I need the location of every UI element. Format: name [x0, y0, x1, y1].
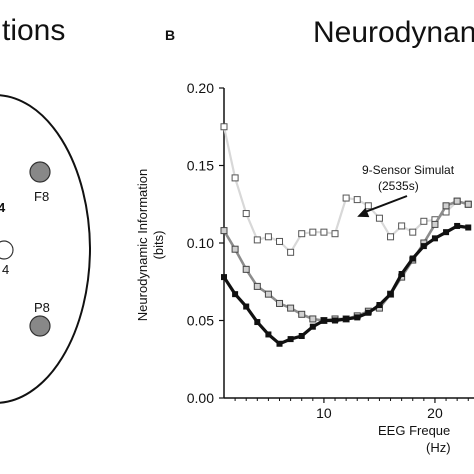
data-point	[242, 265, 250, 273]
data-point	[309, 323, 316, 330]
series-layer	[220, 123, 472, 347]
panel-a: tions 4 F8 4 P8	[0, 14, 92, 404]
data-point	[298, 310, 306, 318]
y-axis-label: Neurodynamic Information	[135, 169, 150, 321]
panel-b-letter: B	[165, 27, 175, 43]
data-point	[431, 220, 439, 228]
y-tick-label: 0.00	[187, 390, 214, 406]
data-point	[243, 303, 250, 310]
data-point	[376, 302, 383, 308]
data-point	[320, 317, 327, 324]
data-point	[365, 309, 372, 316]
data-point	[298, 333, 305, 339]
data-point	[264, 290, 272, 298]
annotation-arrow	[357, 195, 408, 218]
y-tick-label: 0.20	[187, 80, 214, 96]
data-point	[343, 315, 350, 322]
electrode-open-label: 4	[2, 262, 9, 277]
data-point	[443, 229, 450, 236]
scalp-outline	[0, 94, 92, 404]
data-point	[398, 222, 406, 230]
data-point	[375, 214, 383, 222]
panel-a-title: tions	[2, 14, 65, 47]
x-tick-label: 20	[427, 405, 443, 421]
data-point	[354, 314, 361, 321]
data-point	[453, 197, 461, 205]
data-point	[220, 123, 228, 131]
data-point	[287, 248, 295, 256]
y-tick-label: 0.05	[187, 313, 214, 329]
data-point	[420, 217, 428, 225]
annotation-text: 9-Sensor Simulat	[362, 163, 455, 177]
data-point	[253, 236, 261, 244]
arrow-head	[357, 207, 370, 218]
data-point	[431, 235, 438, 242]
electrode-label-partial: 4	[0, 200, 6, 215]
data-point	[364, 202, 372, 210]
data-point	[298, 230, 306, 238]
data-point	[331, 230, 339, 238]
data-point	[342, 194, 350, 202]
data-point	[265, 331, 272, 338]
series-line	[222, 126, 469, 254]
data-point	[253, 282, 261, 290]
data-point	[442, 202, 450, 210]
data-point	[398, 271, 405, 277]
x-axis-units: (Hz)	[426, 440, 451, 455]
data-point	[276, 299, 284, 307]
electrode-p8-label: P8	[34, 300, 50, 315]
data-point	[287, 304, 295, 312]
data-point	[409, 228, 417, 236]
data-point	[464, 200, 472, 208]
axes: 0.00 0.05 0.10 0.15 0.20 10 20	[187, 80, 474, 421]
data-point	[231, 174, 239, 182]
annotation-subtext: (2535s)	[378, 179, 419, 193]
electrode-f8-label: F8	[34, 189, 49, 204]
data-point	[420, 243, 427, 250]
y-tick-label: 0.15	[187, 158, 214, 174]
data-point	[221, 274, 227, 281]
data-point	[276, 237, 284, 245]
data-point	[220, 227, 228, 235]
data-point	[387, 233, 395, 241]
data-point	[309, 315, 317, 323]
data-point	[242, 210, 250, 218]
data-point	[465, 224, 472, 231]
electrode-f8	[29, 161, 51, 183]
electrode-open	[0, 240, 14, 260]
series-1	[220, 123, 472, 256]
data-point	[332, 317, 339, 324]
data-point	[264, 233, 272, 241]
annotation: 9-Sensor Simulat (2535s)	[357, 163, 455, 218]
panel-b: B Neurodynan Neurodynamic Information (b…	[135, 16, 474, 455]
x-tick-label: 10	[316, 405, 332, 421]
data-point	[409, 255, 416, 262]
chart-title: Neurodynan	[313, 16, 474, 49]
data-point	[276, 340, 283, 347]
data-point	[232, 291, 239, 298]
x-axis-label: EEG Freque	[378, 423, 450, 438]
y-axis-units: (bits)	[151, 231, 166, 260]
data-point	[287, 336, 294, 343]
data-point	[254, 319, 261, 326]
data-point	[353, 196, 361, 204]
series-3	[221, 222, 472, 347]
electrode-p8	[29, 315, 51, 337]
data-point	[320, 228, 328, 236]
arrow-shaft	[362, 195, 408, 214]
data-point	[309, 228, 317, 236]
data-point	[387, 291, 394, 298]
data-point	[454, 222, 461, 229]
data-point	[231, 245, 239, 253]
y-tick-label: 0.10	[187, 235, 214, 251]
